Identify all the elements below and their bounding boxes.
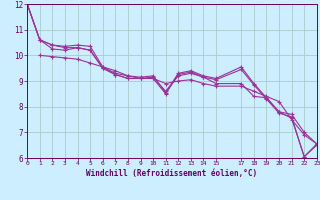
X-axis label: Windchill (Refroidissement éolien,°C): Windchill (Refroidissement éolien,°C) [86,169,258,178]
